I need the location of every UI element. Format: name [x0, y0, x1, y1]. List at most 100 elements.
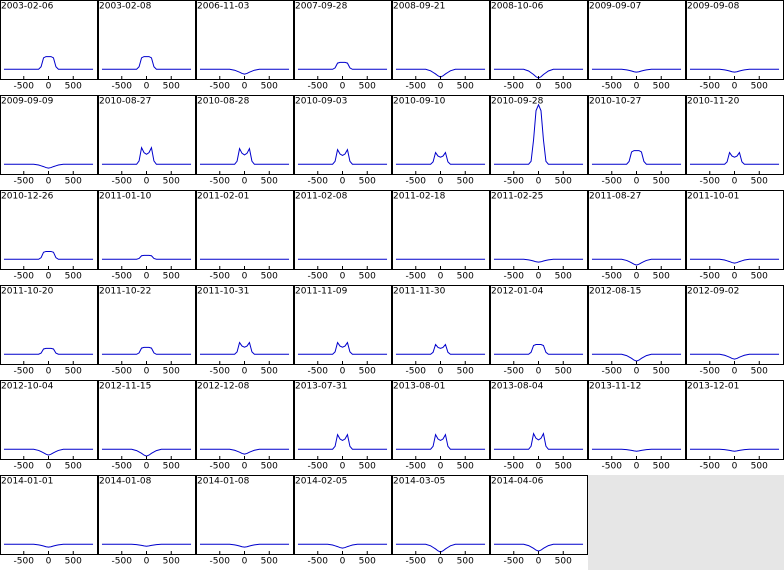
- x-tick-label: 500: [261, 82, 278, 92]
- x-tick-label: 500: [65, 367, 82, 377]
- x-tick-label: 500: [65, 462, 82, 472]
- panel-title: 2009-09-07: [589, 2, 641, 12]
- x-tick-label: -500: [406, 557, 427, 567]
- x-tick-label: 500: [653, 82, 670, 92]
- panel-title: 2010-08-28: [197, 97, 250, 107]
- spectrum-line: [689, 151, 780, 165]
- plot-frame: [294, 285, 392, 365]
- x-tick-label: -500: [406, 272, 427, 282]
- x-tick-label: 0: [536, 272, 542, 282]
- panel-title: 2010-12-26: [1, 192, 54, 202]
- spectrum-line: [101, 254, 192, 260]
- x-tick-label: 0: [732, 177, 738, 187]
- x-tick-label: -500: [700, 367, 721, 377]
- x-tick-label: 500: [261, 367, 278, 377]
- x-tick-label: 500: [457, 367, 474, 377]
- plot-frame: [392, 475, 490, 555]
- spectrum-line: [689, 258, 780, 264]
- spectrum-line: [3, 163, 94, 169]
- x-tick-label: 0: [242, 462, 248, 472]
- x-tick-label: 0: [242, 272, 248, 282]
- x-tick-label: -500: [406, 177, 427, 187]
- x-tick-label: -500: [210, 272, 231, 282]
- x-tick-label: 500: [65, 557, 82, 567]
- x-tick-label: 0: [536, 462, 542, 472]
- plot-frame: [0, 475, 98, 555]
- x-tick-label: 0: [732, 272, 738, 282]
- panel-title: 2013-12-01: [687, 382, 739, 392]
- x-tick-label: 0: [438, 82, 444, 92]
- plot-frame: [98, 0, 196, 80]
- x-tick-label: 0: [634, 82, 640, 92]
- plot-frame: [0, 285, 98, 365]
- panel-title: 2014-01-08: [99, 477, 152, 487]
- x-tick-label: 500: [163, 177, 180, 187]
- x-tick-label: 0: [340, 462, 346, 472]
- plot-frame: [588, 95, 686, 175]
- x-tick-label: -500: [14, 177, 35, 187]
- panel-title: 2008-09-21: [393, 2, 445, 12]
- panel-title: 2011-11-09: [295, 287, 348, 297]
- plot-frame: [392, 285, 490, 365]
- x-tick-label: 0: [46, 272, 52, 282]
- x-tick-label: -500: [112, 367, 133, 377]
- x-tick-label: -500: [308, 557, 329, 567]
- panel-title: 2010-11-20: [687, 97, 740, 107]
- x-tick-label: -500: [504, 82, 525, 92]
- plot-frame: [392, 0, 490, 80]
- x-tick-label: -500: [504, 557, 525, 567]
- x-tick-label: -500: [700, 82, 721, 92]
- plot-frame: [0, 190, 98, 270]
- plot-frame: [0, 380, 98, 460]
- x-tick-label: 500: [261, 177, 278, 187]
- x-tick-label: -500: [14, 462, 35, 472]
- spectrum-line: [591, 258, 682, 266]
- spectrum-line: [3, 347, 94, 355]
- x-tick-label: 0: [46, 177, 52, 187]
- x-tick-label: 500: [457, 177, 474, 187]
- x-tick-label: 0: [340, 367, 346, 377]
- panel-title: 2011-10-01: [687, 192, 739, 202]
- x-tick-label: 500: [359, 367, 376, 377]
- spectrum-line: [199, 341, 290, 355]
- x-tick-label: 500: [751, 462, 768, 472]
- x-tick-label: 500: [555, 367, 572, 377]
- x-tick-label: -500: [504, 367, 525, 377]
- plot-frame: [0, 95, 98, 175]
- x-tick-label: -500: [602, 367, 623, 377]
- x-tick-label: -500: [504, 177, 525, 187]
- x-tick-label: 0: [242, 367, 248, 377]
- plot-frame: [490, 285, 588, 365]
- x-tick-label: 500: [555, 557, 572, 567]
- x-tick-label: 500: [457, 462, 474, 472]
- plot-frame: [392, 190, 490, 270]
- x-tick-label: 500: [457, 557, 474, 567]
- x-tick-label: -500: [112, 557, 133, 567]
- panel-title: 2003-02-08: [99, 2, 152, 12]
- x-tick-label: -500: [602, 462, 623, 472]
- x-tick-label: -500: [406, 367, 427, 377]
- x-tick-label: -500: [308, 462, 329, 472]
- panel-title: 2013-08-04: [491, 382, 544, 392]
- plot-frame: [588, 0, 686, 80]
- spectrum-line: [395, 433, 486, 450]
- x-tick-label: 0: [144, 367, 150, 377]
- x-tick-label: 0: [732, 82, 738, 92]
- spectrum-line: [3, 448, 94, 456]
- panel-title: 2014-02-05: [295, 477, 347, 487]
- x-tick-label: 500: [359, 177, 376, 187]
- x-tick-label: -500: [14, 272, 35, 282]
- plot-frame: [98, 190, 196, 270]
- plot-frame: [294, 475, 392, 555]
- x-tick-label: 0: [732, 462, 738, 472]
- x-tick-label: 0: [634, 177, 640, 187]
- plot-frame: [490, 190, 588, 270]
- x-tick-label: 500: [65, 177, 82, 187]
- x-tick-label: -500: [14, 82, 35, 92]
- x-tick-label: -500: [210, 557, 231, 567]
- x-tick-label: -500: [602, 272, 623, 282]
- x-tick-label: -500: [210, 367, 231, 377]
- x-tick-label: 500: [163, 557, 180, 567]
- plot-frame: [588, 285, 686, 365]
